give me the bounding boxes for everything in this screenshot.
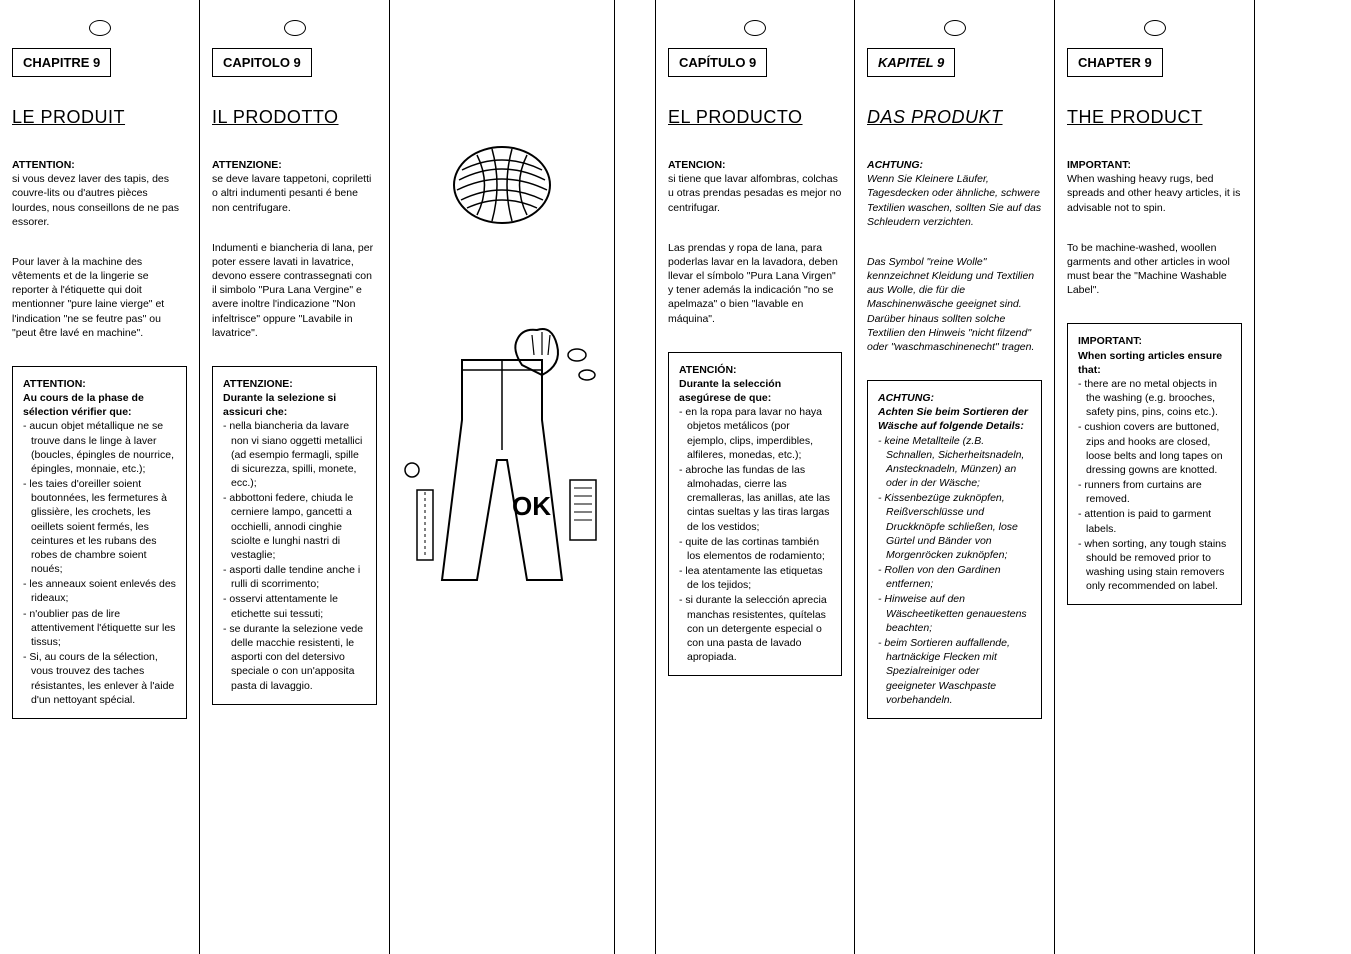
attention2-sub: Durante la selección asegúrese de que: — [679, 377, 831, 405]
attention-box: IMPORTANT: When sorting articles ensure … — [1067, 323, 1242, 605]
column-spanish: CAPÍTULO 9 EL PRODUCTO ATENCION: si tien… — [655, 0, 855, 954]
list-item: - abbottoni federe, chiuda le cerniere l… — [231, 491, 366, 562]
list-item: - si durante la selección aprecia mancha… — [687, 593, 831, 664]
attention-heading: ACHTUNG: — [867, 159, 923, 171]
attention2-heading: ATTENZIONE: — [223, 377, 366, 391]
attention-block-1: ATENCION: si tiene que lavar alfombras, … — [668, 158, 842, 215]
list-item: - Hinweise auf den Wäscheetiketten genau… — [886, 592, 1031, 635]
checklist: - aucun objet métallique ne se trouve da… — [23, 419, 176, 706]
chapter-label: CAPITOLO 9 — [212, 48, 312, 77]
list-item: - keine Metallteile (z.B. Schnallen, Sic… — [886, 434, 1031, 491]
section-title: THE PRODUCT — [1067, 107, 1242, 128]
list-item: - there are no metal objects in the wash… — [1086, 377, 1231, 420]
list-item: - osservi attentamente le etichette sui … — [231, 592, 366, 620]
paragraph-wool: Indumenti e biancheria di lana, per pote… — [212, 241, 377, 340]
attention-box: ATENCIÓN: Durante la selección asegúrese… — [668, 352, 842, 677]
list-item: - runners from curtains are removed. — [1086, 478, 1231, 506]
list-item: - aucun objet métallique ne se trouve da… — [31, 419, 176, 476]
list-item: - quite de las cortinas también los elem… — [687, 535, 831, 563]
chapter-label: CAPÍTULO 9 — [668, 48, 767, 77]
attention-heading: ATENCION: — [668, 159, 726, 171]
list-item: - n'oublier pas de lire attentivement l'… — [31, 607, 176, 650]
attention2-heading: ATTENTION: — [23, 377, 176, 391]
attention-block-1: ACHTUNG: Wenn Sie Kleinere Läufer, Tages… — [867, 158, 1042, 229]
attention-box: ATTENZIONE: Durante la selezione si assi… — [212, 366, 377, 705]
paragraph-wool: Pour laver à la machine des vêtements et… — [12, 255, 187, 340]
attention2-heading: IMPORTANT: — [1078, 334, 1231, 348]
wool-skein-icon — [447, 140, 557, 230]
list-item: - lea atentamente las etiquetas de los t… — [687, 564, 831, 592]
list-item: - when sorting, any tough stains should … — [1086, 537, 1231, 594]
section-title: DAS PRODUKT — [867, 107, 1042, 128]
list-item: - attention is paid to garment labels. — [1086, 507, 1231, 535]
attention-body: se deve lavare tappetoni, copriletti o a… — [212, 173, 371, 213]
list-item: - cushion covers are buttoned, zips and … — [1086, 420, 1231, 477]
chapter-label: KAPITEL 9 — [867, 48, 955, 77]
attention-box: ACHTUNG: Achten Sie beim Sortieren der W… — [867, 380, 1042, 719]
page-gutter — [615, 0, 655, 954]
attention-block-1: ATTENTION: si vous devez laver des tapis… — [12, 158, 187, 229]
attention2-sub: Au cours de la phase de sélection vérifi… — [23, 391, 176, 419]
column-english: CHAPTER 9 THE PRODUCT IMPORTANT: When wa… — [1055, 0, 1255, 954]
binder-hole-icon — [944, 20, 966, 36]
column-german: KAPITEL 9 DAS PRODUKT ACHTUNG: Wenn Sie … — [855, 0, 1055, 954]
list-item: - asporti dalle tendine anche i rulli di… — [231, 563, 366, 591]
attention-body: Wenn Sie Kleinere Läufer, Tagesdecken od… — [867, 173, 1041, 228]
attention-body: si tiene que lavar alfombras, colchas u … — [668, 173, 841, 213]
attention-block-1: ATTENZIONE: se deve lavare tappetoni, co… — [212, 158, 377, 215]
attention-body: si vous devez laver des tapis, des couvr… — [12, 173, 179, 228]
empty-pockets-icon: OK — [402, 320, 602, 600]
binder-hole-icon — [1144, 20, 1166, 36]
paragraph-wool: To be machine-washed, woollen garments a… — [1067, 241, 1242, 298]
binder-hole-icon — [284, 20, 306, 36]
list-item: - en la ropa para lavar no haya objetos … — [687, 405, 831, 462]
chapter-label: CHAPITRE 9 — [12, 48, 111, 77]
attention2-sub: When sorting articles ensure that: — [1078, 349, 1231, 377]
list-item: - abroche las fundas de las almohadas, c… — [687, 463, 831, 534]
section-title: EL PRODUCTO — [668, 107, 842, 128]
section-title: LE PRODUIT — [12, 107, 187, 128]
section-title: IL PRODOTTO — [212, 107, 377, 128]
ok-label: OK — [512, 491, 551, 521]
attention2-heading: ATENCIÓN: — [679, 363, 831, 377]
list-item: - se durante la selezione vede delle mac… — [231, 622, 366, 693]
list-item: - les anneaux soient enlevés des rideaux… — [31, 577, 176, 605]
column-italian: CAPITOLO 9 IL PRODOTTO ATTENZIONE: se de… — [200, 0, 390, 954]
chapter-label: CHAPTER 9 — [1067, 48, 1163, 77]
attention-body: When washing heavy rugs, bed spreads and… — [1067, 173, 1240, 213]
binder-hole-icon — [744, 20, 766, 36]
list-item: - Si, au cours de la sélection, vous tro… — [31, 650, 176, 707]
list-item: - nella biancheria da lavare non vi sian… — [231, 419, 366, 490]
attention-heading: IMPORTANT: — [1067, 159, 1131, 171]
paragraph-wool: Las prendas y ropa de lana, para poderla… — [668, 241, 842, 326]
paragraph-wool: Das Symbol "reine Wolle" kennzeichnet Kl… — [867, 255, 1042, 354]
attention2-sub: Durante la selezione si assicuri che: — [223, 391, 366, 419]
attention-box: ATTENTION: Au cours de la phase de sélec… — [12, 366, 187, 719]
checklist: - en la ropa para lavar no haya objetos … — [679, 405, 831, 664]
attention-heading: ATTENTION: — [12, 159, 75, 171]
attention2-heading: ACHTUNG: — [878, 391, 1031, 405]
attention-block-1: IMPORTANT: When washing heavy rugs, bed … — [1067, 158, 1242, 215]
column-french: CHAPITRE 9 LE PRODUIT ATTENTION: si vous… — [0, 0, 200, 954]
attention2-sub: Achten Sie beim Sortieren der Wäsche auf… — [878, 405, 1031, 433]
list-item: - Rollen von den Gardinen entfernen; — [886, 563, 1031, 591]
attention-heading: ATTENZIONE: — [212, 159, 282, 171]
list-item: - Kissenbezüge zuknöpfen, Reißverschlüss… — [886, 491, 1031, 562]
column-illustrations: OK — [390, 0, 615, 954]
list-item: - beim Sortieren auffallende, hartnäckig… — [886, 636, 1031, 707]
binder-hole-icon — [89, 20, 111, 36]
checklist: - there are no metal objects in the wash… — [1078, 377, 1231, 594]
checklist: - nella biancheria da lavare non vi sian… — [223, 419, 366, 692]
checklist: - keine Metallteile (z.B. Schnallen, Sic… — [878, 434, 1031, 707]
list-item: - les taies d'oreiller soient boutonnées… — [31, 477, 176, 576]
